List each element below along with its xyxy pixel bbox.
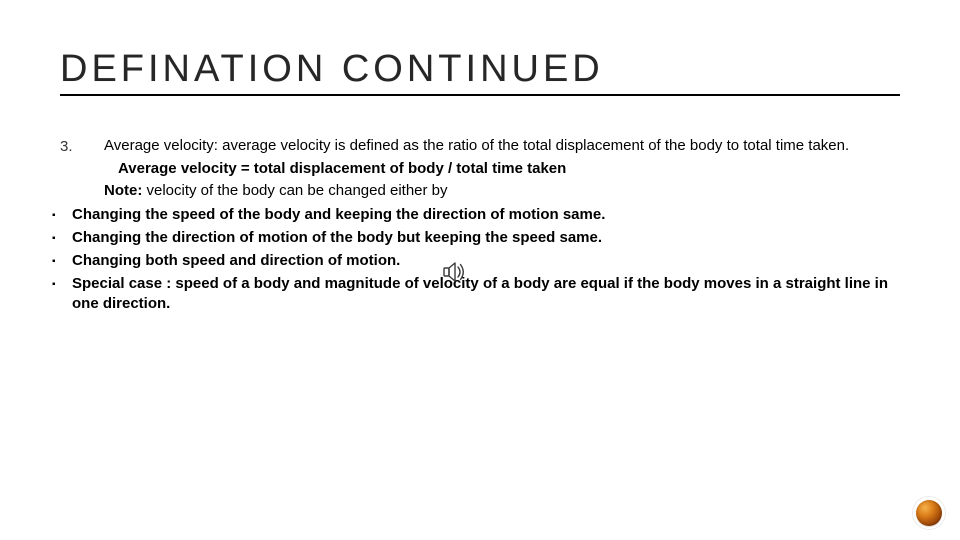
- avg-velocity-formula: Average velocity = total displacement of…: [118, 159, 900, 179]
- list-item: ▪ Changing both speed and direction of mo…: [52, 251, 900, 272]
- bullet-text: Special case : speed of a body and magni…: [72, 274, 900, 315]
- page-title: DEFINATION CONTINUED: [60, 50, 900, 90]
- bullet-list: ▪Changing the speed of the body and keep…: [60, 205, 900, 315]
- slide: DEFINATION CONTINUED 3. Average velocity…: [0, 0, 960, 540]
- numbered-item: 3. Average velocity: average velocity is…: [60, 136, 900, 157]
- body-content: 3. Average velocity: average velocity is…: [60, 136, 900, 314]
- note-line: Note: velocity of the body can be change…: [104, 181, 900, 201]
- title-text: DEFINATION CONTINUED: [60, 48, 604, 90]
- bullet-marker: ▪: [52, 251, 62, 272]
- avg-velocity-definition: Average velocity: average velocity is de…: [104, 137, 849, 154]
- bullet-marker: ▪: [52, 274, 62, 295]
- list-item: ▪ Special case : speed of a body and magn…: [52, 274, 900, 315]
- number-marker: 3.: [60, 136, 78, 157]
- bullet-marker: ▪: [52, 205, 62, 226]
- speaker-icon[interactable]: [443, 261, 467, 283]
- note-text: velocity of the body can be changed eith…: [142, 182, 447, 199]
- list-item: ▪ Changing the speed of the body and keep…: [52, 205, 900, 226]
- bullet-text: Changing the speed of the body and keepi…: [72, 205, 900, 225]
- bullet-text: Changing the direction of motion of the …: [72, 228, 900, 248]
- list-item: ▪ Changing the direction of motion of the…: [52, 228, 900, 249]
- decorative-orb-icon: [916, 500, 942, 526]
- note-label: Note:: [104, 182, 142, 199]
- bullet-text: Changing both speed and direction of mot…: [72, 251, 900, 271]
- numbered-text: Average velocity: average velocity is de…: [104, 136, 900, 157]
- bullet-marker: ▪: [52, 228, 62, 249]
